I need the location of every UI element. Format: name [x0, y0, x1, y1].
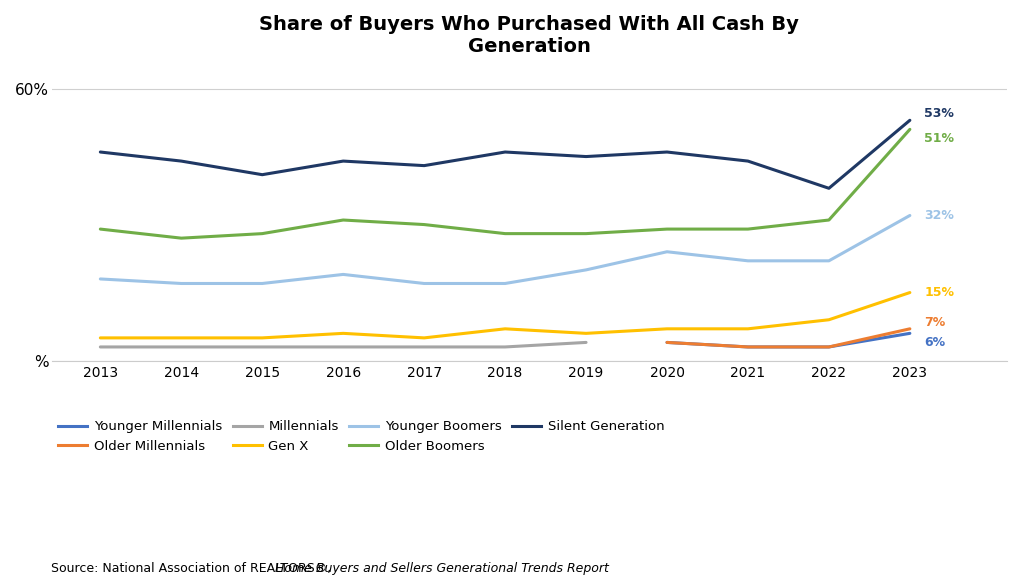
- Text: 15%: 15%: [925, 286, 955, 299]
- Text: 6%: 6%: [925, 336, 945, 349]
- Text: Home Buyers and Sellers Generational Trends Report: Home Buyers and Sellers Generational Tre…: [275, 563, 609, 575]
- Text: 32%: 32%: [925, 209, 955, 222]
- Text: 51%: 51%: [925, 132, 955, 145]
- Legend: Younger Millennials, Older Millennials, Millennials, Gen X, Younger Boomers, Old: Younger Millennials, Older Millennials, …: [58, 420, 664, 453]
- Text: 7%: 7%: [925, 315, 945, 328]
- Text: 53%: 53%: [925, 107, 955, 120]
- Text: Source: National Association of REALTORS®,: Source: National Association of REALTORS…: [51, 563, 335, 575]
- Title: Share of Buyers Who Purchased With All Cash By
Generation: Share of Buyers Who Purchased With All C…: [260, 15, 799, 56]
